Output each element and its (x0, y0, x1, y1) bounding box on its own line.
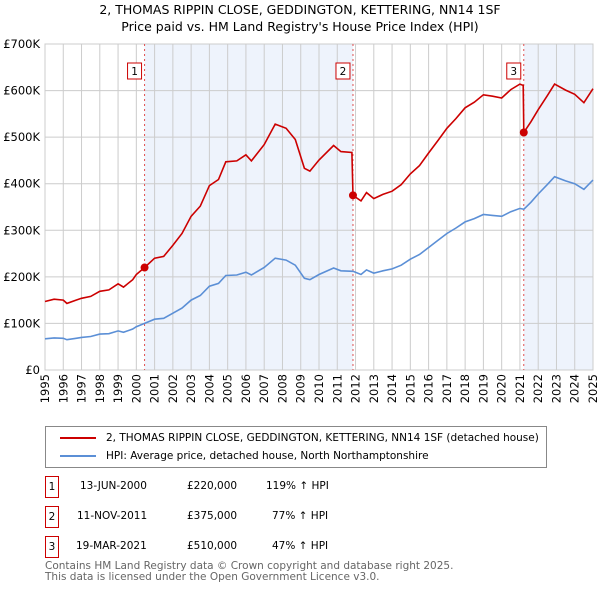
sale-price: £375,000 (187, 510, 238, 522)
x-tick-label: 2005 (221, 374, 235, 403)
sale-marker-box (506, 62, 522, 80)
legend-label-hpi: HPI: Average price, detached house, Nort… (106, 450, 429, 462)
sale-price: £220,000 (187, 480, 238, 492)
hpi-line (44, 175, 594, 341)
sale-marker-label: 2 (340, 66, 347, 78)
x-tick-label: 2019 (476, 374, 490, 403)
x-tick-label: 2004 (202, 374, 216, 403)
legend-label-property: 2, THOMAS RIPPIN CLOSE, GEDDINGTON, KETT… (106, 432, 539, 444)
x-tick-label: 1998 (93, 374, 107, 403)
sale-marker-label: 3 (510, 66, 517, 78)
x-tick-label: 2013 (367, 374, 381, 403)
x-tick-label: 2015 (403, 374, 417, 403)
x-tick-label: 2017 (440, 374, 454, 403)
x-tick-label: 2024 (568, 374, 582, 403)
legend: 2, THOMAS RIPPIN CLOSE, GEDDINGTON, KETT… (45, 426, 547, 468)
sale-point (519, 128, 528, 137)
sale-hpi-diff: 119% ↑ HPI (266, 480, 329, 492)
sale-price: £510,000 (187, 540, 238, 552)
x-tick-label: 2003 (184, 374, 198, 403)
y-tick-label: £600K (3, 84, 40, 98)
property-price-line (44, 83, 594, 305)
x-tick-label: 2014 (385, 374, 399, 403)
sale-point (140, 263, 149, 272)
y-tick-label: £500K (3, 130, 40, 144)
plot-border (44, 43, 594, 371)
y-tick-label: £200K (3, 270, 40, 284)
x-tick-label: 1996 (56, 374, 70, 403)
sale-marker-box (127, 62, 143, 80)
x-tick-label: 2000 (129, 374, 143, 403)
x-tick-label: 1999 (111, 374, 125, 403)
chart-title: 2, THOMAS RIPPIN CLOSE, GEDDINGTON, KETT… (99, 2, 501, 17)
x-tick-label: 2016 (422, 374, 436, 403)
y-tick-label: £400K (3, 177, 40, 191)
shaded-region (523, 44, 593, 370)
sale-marker-label: 2 (45, 506, 59, 528)
chart-subtitle: Price paid vs. HM Land Registry's House … (121, 19, 479, 34)
x-tick-label: 2025 (586, 374, 600, 403)
x-tick-label: 2008 (275, 374, 289, 403)
y-tick-label: £700K (3, 37, 40, 51)
y-tick-label: £0 (25, 363, 40, 377)
sale-date: 13-JUN-2000 (80, 480, 147, 492)
x-tick-label: 2002 (166, 374, 180, 403)
shaded-region (144, 44, 353, 370)
price-chart: 1995 1996 1997 1998 1999 2000 2001 2002 2003 2004… (3, 37, 600, 403)
sale-marker-label: 1 (131, 66, 138, 78)
legend-item-property: 2, THOMAS RIPPIN CLOSE, GEDDINGTON, KETT… (60, 430, 539, 446)
sale-date: 19-MAR-2021 (76, 540, 147, 552)
sale-hpi-diff: 77% ↑ HPI (272, 510, 329, 522)
legend-item-hpi: HPI: Average price, detached house, Nort… (60, 448, 429, 464)
x-tick-label: 1997 (75, 374, 89, 403)
x-tick-label: 2009 (294, 374, 308, 403)
x-tick-label: 2023 (549, 374, 563, 403)
x-tick-label: 2021 (513, 374, 527, 403)
legend-swatch-property (60, 437, 96, 439)
sale-hpi-diff: 47% ↑ HPI (272, 540, 329, 552)
y-tick-label: £300K (3, 223, 40, 237)
x-tick-label: 2006 (239, 374, 253, 403)
y-tick-label: £100K (3, 316, 40, 330)
sale-marker-box (335, 62, 351, 80)
x-tick-label: 2022 (531, 374, 545, 403)
x-tick-label: 2010 (312, 374, 326, 403)
x-tick-label: 2007 (257, 374, 271, 403)
x-tick-label: 2018 (458, 374, 472, 403)
x-tick-label: 2012 (349, 374, 363, 403)
x-tick-label: 2001 (148, 374, 162, 403)
sale-marker-label: 3 (45, 536, 59, 558)
sale-date: 11-NOV-2011 (77, 510, 148, 522)
footer-copyright: Contains HM Land Registry data © Crown c… (45, 560, 454, 572)
sale-point (348, 191, 357, 200)
x-tick-label: 2020 (495, 374, 509, 403)
sale-marker-label: 1 (45, 476, 59, 498)
legend-swatch-hpi (60, 455, 96, 457)
x-tick-label: 2011 (330, 374, 344, 403)
footer-licence: This data is licensed under the Open Gov… (45, 571, 380, 583)
x-tick-label: 1995 (38, 374, 52, 403)
